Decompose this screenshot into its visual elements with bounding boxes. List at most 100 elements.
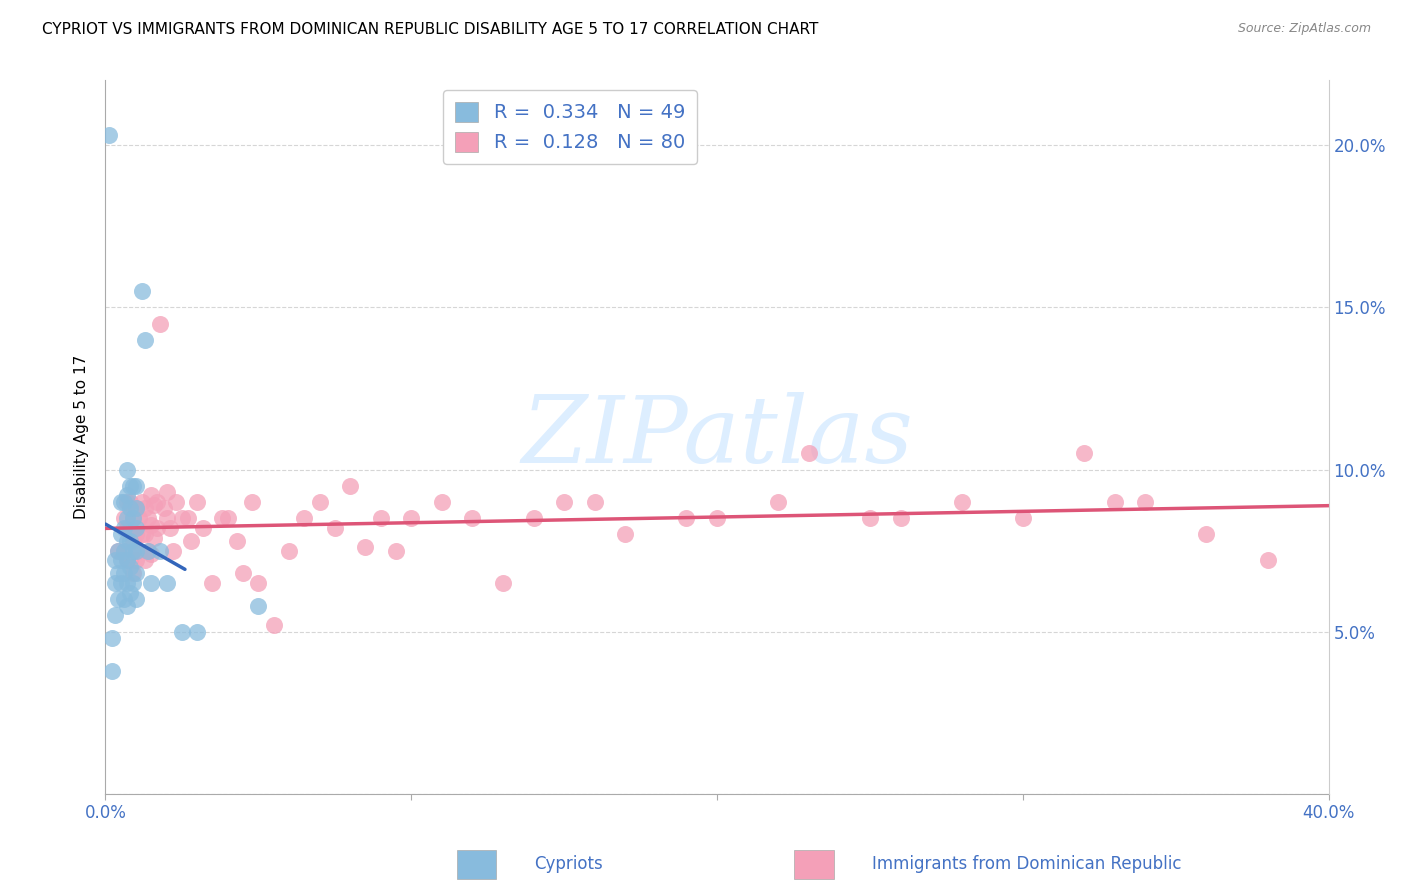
Point	[110, 527, 132, 541]
Point	[155, 576, 177, 591]
Point	[278, 543, 301, 558]
Point	[149, 317, 172, 331]
Point	[125, 521, 148, 535]
Point	[118, 495, 141, 509]
Point	[118, 559, 141, 574]
Point	[128, 511, 150, 525]
Point	[141, 488, 163, 502]
Point	[104, 553, 127, 567]
Point	[125, 566, 148, 581]
Point	[118, 533, 141, 548]
Point	[1195, 527, 1218, 541]
Point	[136, 543, 159, 558]
Point	[125, 543, 148, 558]
Point	[112, 543, 135, 558]
Point	[461, 511, 484, 525]
Point	[110, 495, 132, 509]
Point	[165, 495, 187, 509]
Point	[125, 592, 148, 607]
Point	[107, 592, 129, 607]
Point	[131, 284, 153, 298]
Point	[125, 479, 148, 493]
Point	[125, 553, 148, 567]
Point	[1133, 495, 1156, 509]
Point	[136, 543, 159, 558]
Point	[115, 576, 138, 591]
Point	[292, 511, 315, 525]
Point	[115, 462, 138, 476]
Point	[211, 511, 233, 525]
Point	[149, 543, 172, 558]
Point	[122, 511, 145, 525]
Point	[134, 553, 156, 567]
Point	[1073, 446, 1095, 460]
Point	[118, 586, 141, 600]
Point	[112, 521, 135, 535]
Text: Immigrants from Dominican Republic: Immigrants from Dominican Republic	[872, 855, 1181, 873]
Point	[107, 566, 129, 581]
Point	[118, 479, 141, 493]
Point	[112, 495, 135, 509]
Point	[141, 576, 163, 591]
Point	[118, 521, 141, 535]
Point	[155, 511, 177, 525]
Point	[112, 566, 135, 581]
Y-axis label: Disability Age 5 to 17: Disability Age 5 to 17	[75, 355, 90, 519]
Point	[186, 624, 208, 639]
Point	[131, 495, 153, 509]
Point	[232, 566, 254, 581]
Point	[180, 533, 202, 548]
Point	[146, 521, 169, 535]
Point	[125, 527, 148, 541]
Point	[950, 495, 973, 509]
Point	[136, 511, 159, 525]
Point	[125, 501, 148, 516]
Point	[401, 511, 423, 525]
Point	[706, 511, 728, 525]
Text: ZIPatlas: ZIPatlas	[522, 392, 912, 482]
Point	[170, 624, 193, 639]
Point	[122, 533, 145, 548]
Point	[614, 527, 637, 541]
Point	[104, 576, 127, 591]
Point	[110, 553, 132, 567]
Point	[128, 543, 150, 558]
Point	[134, 527, 156, 541]
Point	[430, 495, 453, 509]
Text: Source: ZipAtlas.com: Source: ZipAtlas.com	[1237, 22, 1371, 36]
Point	[226, 533, 249, 548]
Point	[115, 488, 138, 502]
Point	[553, 495, 575, 509]
Point	[523, 511, 546, 525]
Point	[859, 511, 882, 525]
Point	[107, 543, 129, 558]
Point	[112, 511, 135, 525]
Point	[370, 511, 392, 525]
Point	[159, 521, 181, 535]
Point	[115, 511, 138, 525]
Point	[112, 592, 135, 607]
Point	[115, 599, 138, 613]
Point	[100, 631, 122, 645]
Point	[186, 495, 208, 509]
Point	[104, 608, 127, 623]
Point	[118, 501, 141, 516]
Point	[247, 576, 270, 591]
Point	[768, 495, 790, 509]
Point	[141, 547, 163, 561]
Point	[1256, 553, 1278, 567]
Point	[110, 576, 132, 591]
Point	[308, 495, 330, 509]
Point	[247, 599, 270, 613]
Point	[122, 543, 145, 558]
Legend: R =  0.334   N = 49, R =  0.128   N = 80: R = 0.334 N = 49, R = 0.128 N = 80	[443, 90, 697, 164]
Point	[107, 543, 129, 558]
Point	[354, 541, 377, 555]
Point	[1011, 511, 1033, 525]
Point	[162, 543, 184, 558]
Point	[131, 527, 153, 541]
Text: Cypriots: Cypriots	[534, 855, 603, 873]
Text: CYPRIOT VS IMMIGRANTS FROM DOMINICAN REPUBLIC DISABILITY AGE 5 TO 17 CORRELATION: CYPRIOT VS IMMIGRANTS FROM DOMINICAN REP…	[42, 22, 818, 37]
Point	[134, 501, 156, 516]
Point	[263, 618, 285, 632]
